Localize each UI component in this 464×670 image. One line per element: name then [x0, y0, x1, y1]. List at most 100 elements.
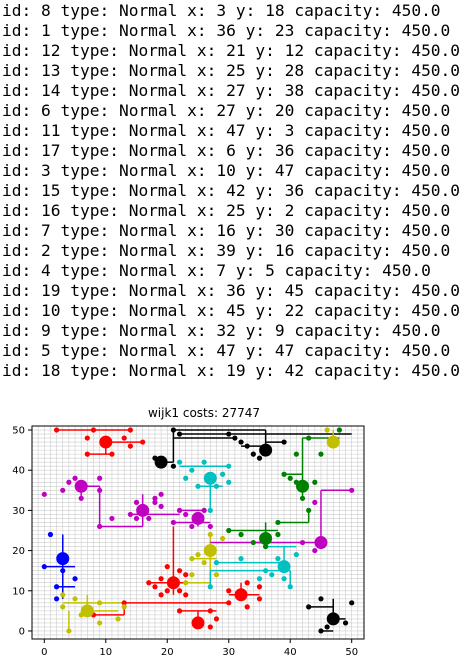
x-tick-label: 10 — [99, 647, 112, 658]
log-line: id: 19 type: Normal x: 36 y: 45 capacity… — [2, 281, 461, 300]
house-point — [213, 560, 220, 566]
plot-frame — [31, 425, 365, 640]
station-marker — [99, 435, 113, 449]
house-point — [84, 435, 90, 441]
house-point — [250, 539, 256, 546]
house-point — [244, 443, 250, 449]
house-point — [195, 483, 201, 489]
house-point — [287, 475, 293, 481]
station-marker — [203, 471, 217, 485]
house-point — [263, 543, 269, 550]
y-tick-label: 40 — [12, 466, 25, 477]
station-marker — [326, 435, 340, 449]
house-point — [84, 451, 90, 457]
house-point — [312, 547, 318, 554]
station-marker — [296, 479, 310, 493]
station-marker — [314, 536, 328, 550]
house-point — [238, 439, 244, 445]
house-point — [152, 499, 158, 505]
log-line: id: 14 type: Normal x: 27 y: 38 capacity… — [2, 81, 461, 100]
house-point — [109, 451, 115, 457]
x-axis: 0 10 20 30 40 50 — [41, 639, 358, 658]
house-point — [293, 451, 299, 457]
log-line: id: 12 type: Normal x: 21 y: 12 capacity… — [2, 41, 461, 60]
house-point — [60, 487, 66, 493]
station-marker — [191, 511, 205, 525]
station-marker — [326, 612, 340, 626]
house-point — [213, 572, 220, 578]
house-point — [183, 592, 189, 598]
house-point — [226, 527, 232, 534]
house-point — [189, 467, 195, 473]
chart-title: wijk1 costs: 27747 — [148, 406, 260, 420]
house-point — [176, 608, 183, 614]
log-line: id: 6 type: Normal x: 27 y: 20 capacity:… — [2, 101, 451, 120]
house-point — [275, 519, 281, 526]
house-point — [183, 475, 189, 481]
house-point — [164, 564, 170, 570]
house-point — [293, 552, 299, 558]
house-point — [226, 431, 232, 437]
house-point — [97, 600, 103, 606]
house-point — [189, 556, 195, 562]
house-point — [53, 584, 60, 590]
house-point — [226, 600, 232, 606]
house-point — [127, 427, 133, 433]
log-line: id: 18 type: Normal x: 19 y: 42 capacity… — [2, 361, 461, 380]
house-point — [256, 455, 263, 461]
house-point — [115, 616, 121, 622]
house-point — [238, 556, 244, 562]
house-point — [78, 495, 84, 501]
house-point — [287, 584, 293, 590]
house-point — [275, 531, 281, 538]
house-point — [183, 572, 189, 578]
house-point — [281, 471, 287, 477]
station-marker — [136, 503, 150, 517]
house-point — [349, 600, 355, 606]
station-marker — [74, 479, 88, 493]
route-chart: wijk1 costs: 27747 0 10 20 30 40 50 0 10 20 30 40… — [12, 406, 365, 658]
house-point — [226, 479, 232, 485]
house-point — [53, 596, 60, 602]
house-point — [281, 576, 287, 582]
house-point — [201, 507, 207, 513]
house-point — [158, 576, 164, 582]
house-point — [207, 523, 213, 530]
station-marker — [234, 588, 248, 602]
house-point — [318, 628, 324, 634]
house-point — [97, 620, 103, 626]
log-line: id: 10 type: Normal x: 45 y: 22 capacity… — [2, 301, 461, 320]
station-marker — [259, 532, 273, 546]
house-point — [219, 535, 226, 542]
house-point — [244, 604, 250, 610]
house-point — [121, 600, 127, 606]
y-tick-label: 20 — [12, 546, 25, 557]
house-point — [299, 539, 306, 546]
house-point — [97, 475, 103, 481]
house-point — [244, 580, 250, 586]
house-point — [176, 431, 183, 437]
station-marker — [203, 544, 217, 558]
house-point — [213, 483, 220, 489]
house-point — [312, 479, 318, 485]
house-point — [281, 439, 287, 445]
station-marker — [166, 576, 180, 590]
house-point — [164, 588, 170, 594]
house-point — [176, 588, 183, 594]
log-line: id: 5 type: Normal x: 47 y: 47 capacity:… — [2, 341, 451, 360]
house-point — [226, 463, 232, 469]
house-point — [158, 592, 164, 598]
house-point — [72, 475, 78, 481]
house-point — [306, 604, 312, 610]
house-point — [66, 479, 72, 485]
house-point — [201, 459, 207, 465]
y-tick-label: 0 — [19, 626, 25, 637]
house-point — [127, 511, 133, 518]
house-point — [318, 451, 324, 457]
house-point — [121, 604, 127, 610]
log-line: id: 2 type: Normal x: 39 y: 16 capacity:… — [2, 241, 451, 260]
house-point — [170, 519, 177, 526]
house-point — [256, 576, 263, 582]
y-tick-label: 10 — [12, 586, 25, 597]
y-tick-label: 50 — [12, 426, 25, 437]
